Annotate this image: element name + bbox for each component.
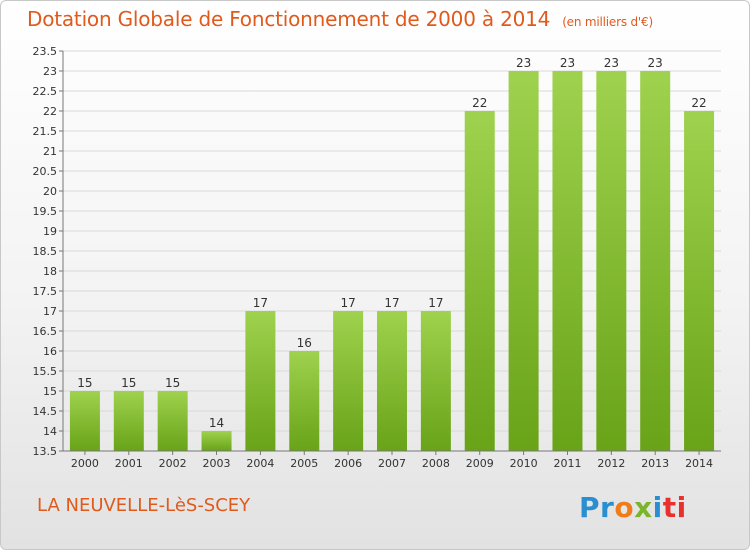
y-tick-label: 14.5	[33, 405, 58, 418]
y-tick-label: 22	[43, 105, 57, 118]
x-tick-label-2010: 2010	[510, 457, 538, 470]
x-tick-label-2008: 2008	[422, 457, 450, 470]
y-tick-label: 23.5	[33, 45, 58, 58]
y-tick-label: 21	[43, 145, 57, 158]
proxiti-logo: Proxiti	[579, 491, 687, 524]
x-tick-label-2012: 2012	[597, 457, 625, 470]
chart-title: Dotation Globale de Fonctionnement de 20…	[27, 7, 653, 31]
y-tick-label: 13.5	[33, 445, 58, 458]
y-tick-label: 17	[43, 305, 57, 318]
x-tick-label-2011: 2011	[553, 457, 581, 470]
bar-2012	[596, 71, 627, 451]
bar-2004	[245, 311, 276, 451]
x-tick-label-2007: 2007	[378, 457, 406, 470]
logo-part-1: Pr	[579, 491, 615, 524]
data-label-2007: 17	[384, 296, 399, 310]
bars	[69, 71, 715, 451]
commune-name: LA NEUVELLE-LèS-SCEY	[37, 495, 251, 516]
y-tick-label: 19	[43, 225, 57, 238]
y-tick-label: 16.5	[33, 325, 58, 338]
data-label-2013: 23	[648, 56, 663, 70]
bar-2006	[333, 311, 364, 451]
data-label-2005: 16	[297, 336, 312, 350]
y-tick-label: 15.5	[33, 365, 58, 378]
data-label-2014: 22	[691, 96, 706, 110]
bar-2005	[289, 351, 320, 451]
y-tick-label: 21.5	[33, 125, 58, 138]
data-label-2000: 15	[77, 376, 92, 390]
data-label-2003: 14	[209, 416, 224, 430]
bar-2007	[377, 311, 407, 451]
x-tick-label-2001: 2001	[115, 457, 143, 470]
x-tick-label-2004: 2004	[246, 457, 274, 470]
x-tick-label-2000: 2000	[71, 457, 99, 470]
data-label-2004: 17	[253, 296, 268, 310]
bar-2014	[684, 111, 715, 451]
bar-2003	[201, 431, 232, 451]
y-tick-labels: 13.5 14 14.5 15 15.5 16 16.5 17 17.5 18 18.5 19 19.5…	[33, 45, 58, 458]
data-label-2008: 17	[428, 296, 443, 310]
data-labels: 15 15 15 14 17 16 17 17 17 22 23 23 23 23 22	[77, 56, 706, 430]
bar-2008	[420, 311, 451, 451]
bar-2002	[157, 391, 188, 451]
x-tick-label-2003: 2003	[203, 457, 231, 470]
y-tick-label: 20	[43, 185, 57, 198]
bar-2000	[69, 391, 100, 451]
logo-part-4: i	[652, 491, 663, 524]
x-tick-label-2009: 2009	[466, 457, 494, 470]
data-label-2009: 22	[472, 96, 487, 110]
y-tick-label: 19.5	[33, 205, 58, 218]
x-tick-label-2002: 2002	[159, 457, 187, 470]
y-tick-label: 20.5	[33, 165, 58, 178]
x-tick-label-2013: 2013	[641, 457, 669, 470]
x-tick-labels: 2000 2001 2002 2003 2004 2005 2006 2007 2008 2009…	[71, 451, 713, 470]
y-tick-label: 23	[43, 65, 57, 78]
logo-part-3: x	[634, 491, 653, 524]
x-tick-label-2005: 2005	[290, 457, 318, 470]
chart-title-text: Dotation Globale de Fonctionnement de 20…	[27, 7, 551, 31]
y-tick-label: 17.5	[33, 285, 58, 298]
x-tick-label-2014: 2014	[685, 457, 713, 470]
logo-part-2: o	[614, 491, 635, 524]
y-tick-label: 18	[43, 265, 57, 278]
data-label-2012: 23	[604, 56, 619, 70]
data-label-2001: 15	[121, 376, 136, 390]
y-tick-label: 22.5	[33, 85, 58, 98]
chart-subtitle: (en milliers d'€)	[562, 15, 653, 29]
y-tick-label: 15	[43, 385, 57, 398]
bar-2011	[552, 71, 583, 451]
y-tick-label: 14	[43, 425, 57, 438]
logo-part-5: ti	[662, 491, 687, 524]
y-tick-label: 16	[43, 345, 57, 358]
data-label-2011: 23	[560, 56, 575, 70]
bar-2001	[113, 391, 144, 451]
bar-2009	[464, 111, 495, 451]
data-label-2002: 15	[165, 376, 180, 390]
bar-2010	[508, 71, 539, 451]
data-label-2010: 23	[516, 56, 531, 70]
data-label-2006: 17	[340, 296, 355, 310]
y-tick-label: 18.5	[33, 245, 58, 258]
x-tick-label-2006: 2006	[334, 457, 362, 470]
bar-2013	[640, 71, 671, 451]
